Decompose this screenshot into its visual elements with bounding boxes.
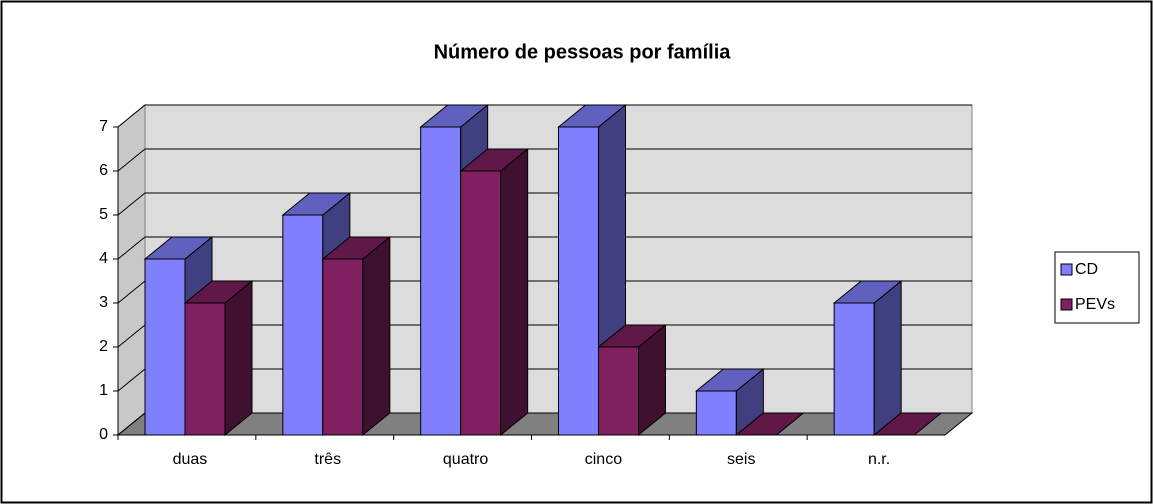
y-tick-label: 7 [99, 118, 108, 135]
bar-top [321, 236, 392, 260]
chart-title: Número de pessoas por família [434, 41, 732, 63]
y-tick-label: 6 [99, 162, 108, 179]
bar-front [282, 214, 324, 436]
x-tick-label: três [314, 451, 341, 468]
bar-front [184, 302, 226, 436]
bar-top [459, 148, 530, 172]
bar-top [183, 280, 254, 304]
bar-front [144, 258, 186, 436]
bar-front [460, 170, 502, 436]
bar-front [833, 302, 875, 436]
legend-label: PEVs [1075, 296, 1115, 313]
x-tick-label: cinco [585, 451, 622, 468]
bar-front [420, 126, 462, 436]
bar-top [143, 236, 214, 260]
x-tick-label: quatro [443, 451, 488, 468]
x-tick-label: duas [173, 451, 208, 468]
bar-front [322, 258, 364, 436]
y-tick-label: 3 [99, 294, 108, 311]
grid-line [117, 236, 972, 260]
bar-top [832, 280, 903, 304]
grid-line [117, 192, 972, 216]
bar-side [873, 279, 902, 437]
bar-front [598, 346, 639, 436]
y-tick-label: 0 [99, 426, 108, 443]
y-tick-label: 2 [99, 338, 108, 355]
bar-side [362, 235, 391, 437]
bar-top [557, 104, 627, 128]
grid-line [117, 104, 972, 128]
side-wall [117, 103, 146, 437]
bar-side [224, 279, 253, 437]
grid-line [117, 148, 972, 172]
bar-front [695, 390, 737, 436]
legend-swatch [1060, 298, 1073, 311]
y-tick-label: 1 [99, 382, 108, 399]
legend-swatch [1060, 263, 1073, 276]
bar-top [419, 104, 490, 128]
bar-top [734, 412, 805, 436]
bar-side [500, 147, 529, 437]
bar-top [597, 324, 667, 348]
x-tick-label: n.r. [868, 451, 890, 468]
y-tick-label: 5 [99, 206, 108, 223]
bar-top [872, 412, 943, 436]
y-tick-label: 4 [99, 250, 108, 267]
x-tick-label: seis [727, 451, 755, 468]
bar-top [694, 368, 765, 392]
legend-label: CD [1075, 261, 1098, 278]
bar-front [558, 126, 599, 436]
bar-top [281, 192, 352, 216]
